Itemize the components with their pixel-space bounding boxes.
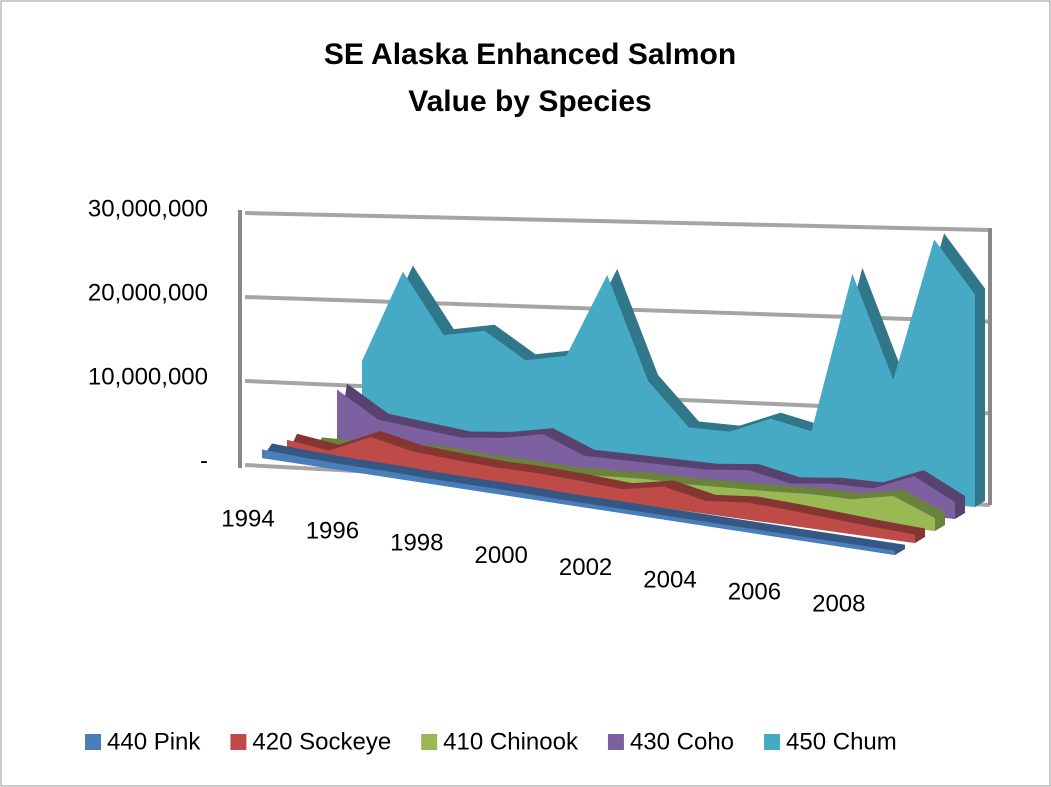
grid-line xyxy=(244,211,991,232)
legend-swatch xyxy=(421,734,438,750)
chart-title: Value by Species xyxy=(408,85,651,118)
legend-swatch xyxy=(230,734,247,750)
y-tick-label: 30,000,000 xyxy=(88,195,208,222)
area xyxy=(337,389,955,519)
area xyxy=(262,449,895,555)
y-tick-label: 20,000,000 xyxy=(88,279,208,306)
legend-label: 450 Chum xyxy=(786,728,897,755)
legend-label: 410 Chinook xyxy=(443,728,579,755)
area xyxy=(287,436,915,543)
legend-swatch xyxy=(764,734,781,750)
legend-label: 440 Pink xyxy=(107,728,201,755)
y-tick-label: 10,000,000 xyxy=(88,363,208,390)
x-tick-label: 2006 xyxy=(728,579,781,606)
chart-title: SE Alaska Enhanced Salmon xyxy=(324,38,736,71)
legend-label: 420 Sockeye xyxy=(252,728,391,755)
x-tick-label: 2000 xyxy=(475,542,528,569)
x-tick-label: 2004 xyxy=(643,566,696,593)
x-tick-label: 2008 xyxy=(812,591,865,618)
x-tick-label: 2002 xyxy=(559,554,612,581)
y-tick-label: - xyxy=(200,447,208,474)
x-tick-label: 1994 xyxy=(221,505,274,532)
legend-swatch xyxy=(85,734,101,750)
x-tick-label: 1998 xyxy=(390,530,443,557)
x-tick-label: 1996 xyxy=(306,518,359,545)
legend-label: 430 Coho xyxy=(630,728,734,755)
legend-swatch xyxy=(607,734,624,750)
area-depth xyxy=(262,443,905,555)
